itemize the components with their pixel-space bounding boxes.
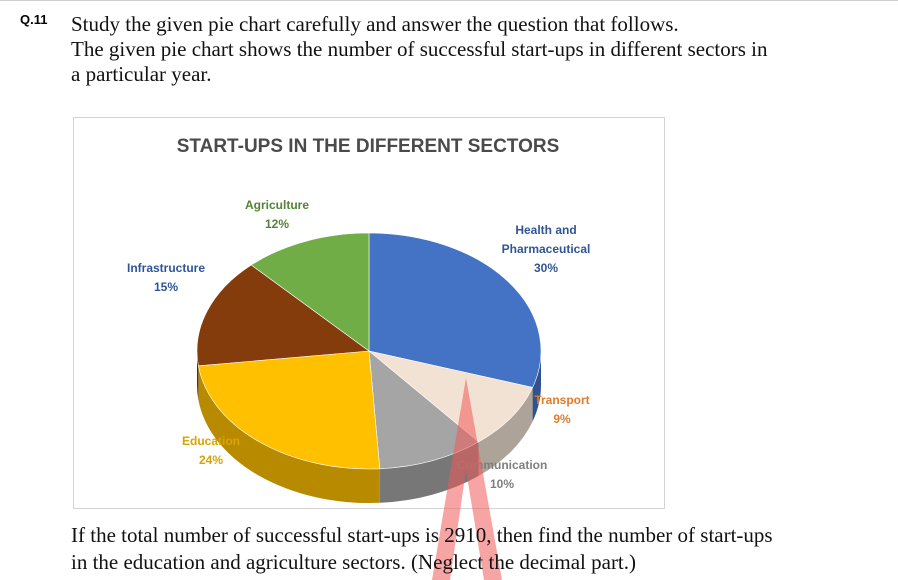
- chart-title: START-UPS IN THE DIFFERENT SECTORS: [177, 136, 560, 157]
- pie-chart-panel: START-UPS IN THE DIFFERENT SECTORS Healt…: [73, 117, 665, 509]
- slice-label: Education 24%: [182, 434, 240, 467]
- slice-label-name: Transport: [534, 393, 589, 407]
- pie-slice: [368, 350, 534, 443]
- pie-slice: [196, 264, 370, 367]
- question-intro: Study the given pie chart carefully and …: [71, 12, 871, 87]
- slice-label-name: Pharmaceutical: [502, 242, 591, 256]
- pie-slice: [198, 350, 381, 470]
- question-line: in the education and agriculture sectors…: [71, 550, 637, 574]
- question-text: If the total number of successful start-…: [71, 522, 871, 576]
- slice-label: Transport 9%: [534, 393, 589, 426]
- pie-slice-side: [478, 387, 533, 476]
- pie-slice: [250, 232, 370, 352]
- question-line: If the total number of successful start-…: [71, 523, 773, 547]
- slice-label-percent: 24%: [199, 453, 223, 467]
- slice-label-percent: 15%: [154, 280, 178, 294]
- slice-label: Health and Pharmaceutical 30%: [502, 223, 591, 275]
- intro-line: Study the given pie chart carefully and …: [71, 12, 679, 36]
- slice-label: Infrastructure 15%: [127, 261, 205, 294]
- intro-line: The given pie chart shows the number of …: [71, 37, 768, 61]
- slice-label-percent: 12%: [265, 217, 289, 231]
- slice-label-name: Education: [182, 434, 240, 448]
- pie-slice-side: [532, 351, 541, 422]
- slice-label: Agriculture 12%: [245, 198, 309, 231]
- pie-slice-side: [198, 365, 380, 503]
- slice-label-percent: 30%: [534, 261, 558, 275]
- pie-slice-side: [197, 351, 199, 400]
- slice-label-percent: 10%: [490, 477, 514, 491]
- top-divider: [0, 0, 898, 1]
- slice-label-name: Health and: [515, 223, 576, 237]
- slice-label-percent: 9%: [553, 412, 571, 426]
- slice-label-name: Infrastructure: [127, 261, 205, 275]
- pie-chart: START-UPS IN THE DIFFERENT SECTORS Healt…: [127, 136, 591, 503]
- intro-line: a particular year.: [71, 62, 212, 86]
- question-number: Q.11: [20, 12, 48, 27]
- pie-slice: [368, 232, 542, 388]
- slice-label-name: Agriculture: [245, 198, 309, 212]
